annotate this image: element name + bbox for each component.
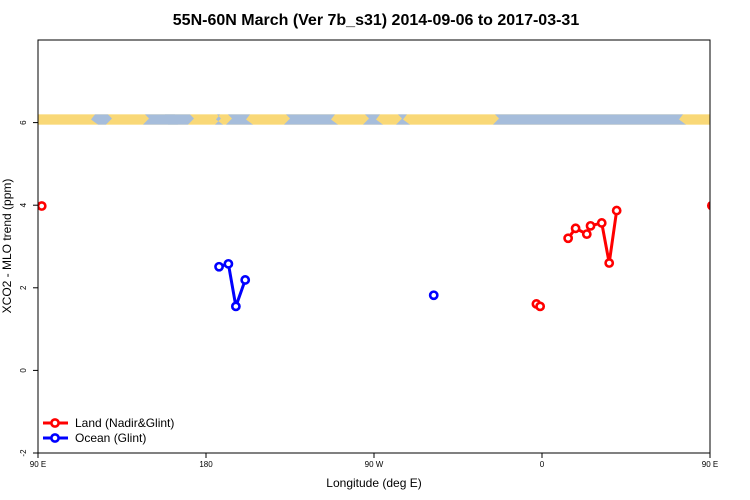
map-ocean-region: [396, 114, 410, 125]
data-point: [596, 218, 607, 228]
data-point: [570, 223, 581, 234]
series-line: [218, 262, 247, 308]
map-ocean-region: [493, 114, 686, 125]
data-point: [563, 233, 574, 244]
chart-title: 55N-60N March (Ver 7b_s31) 2014-09-06 to…: [173, 12, 580, 29]
series-layer: [38, 201, 710, 312]
data-point: [214, 261, 224, 272]
data-point: [581, 229, 592, 240]
y-tick-label: 0: [19, 368, 28, 373]
series-line: [566, 210, 619, 265]
x-axis: 90 E 180 90 W 0 90 E: [30, 453, 718, 469]
legend-label: Land (Nadir&Glint): [75, 416, 174, 430]
map-ocean-region: [161, 114, 194, 125]
x-axis-label: Longitude (deg E): [326, 476, 421, 490]
map-ocean-region: [226, 114, 253, 125]
y-tick-label: 6: [19, 120, 28, 125]
data-point: [223, 258, 234, 269]
legend: Land (Nadir&Glint)Ocean (Glint): [43, 416, 174, 445]
y-tick-label: 4: [19, 202, 28, 207]
data-point: [428, 290, 439, 301]
map-ocean-region: [284, 114, 338, 125]
world-map-strip: [38, 114, 710, 125]
data-point: [240, 275, 251, 285]
plot-frame: [37, 39, 711, 454]
y-axis: -2 0 2 4 6: [19, 120, 38, 457]
data-point: [38, 201, 47, 211]
map-ocean-region: [91, 114, 112, 125]
map-ocean-region: [215, 114, 223, 125]
data-point: [535, 301, 546, 312]
legend-label: Ocean (Glint): [75, 431, 146, 445]
data-point: [230, 301, 241, 312]
data-point: [585, 220, 596, 231]
x-tick-label: 90 E: [30, 460, 46, 469]
x-tick-label: 90 W: [365, 460, 384, 469]
x-tick-label: 90 E: [702, 460, 718, 469]
y-tick-label: 2: [19, 285, 28, 290]
y-tick-label: -2: [19, 449, 28, 457]
x-tick-label: 180: [199, 460, 213, 469]
data-point: [604, 258, 615, 268]
legend-marker: [50, 418, 60, 428]
series-ocean: [214, 258, 439, 312]
y-axis-label: XCO2 - MLO trend (ppm): [0, 179, 14, 314]
x-tick-label: 0: [540, 460, 545, 469]
series-land: [38, 201, 710, 312]
legend-marker: [50, 433, 60, 443]
data-point: [611, 205, 622, 216]
map-ocean-region: [363, 114, 383, 125]
data-point: [706, 201, 710, 211]
